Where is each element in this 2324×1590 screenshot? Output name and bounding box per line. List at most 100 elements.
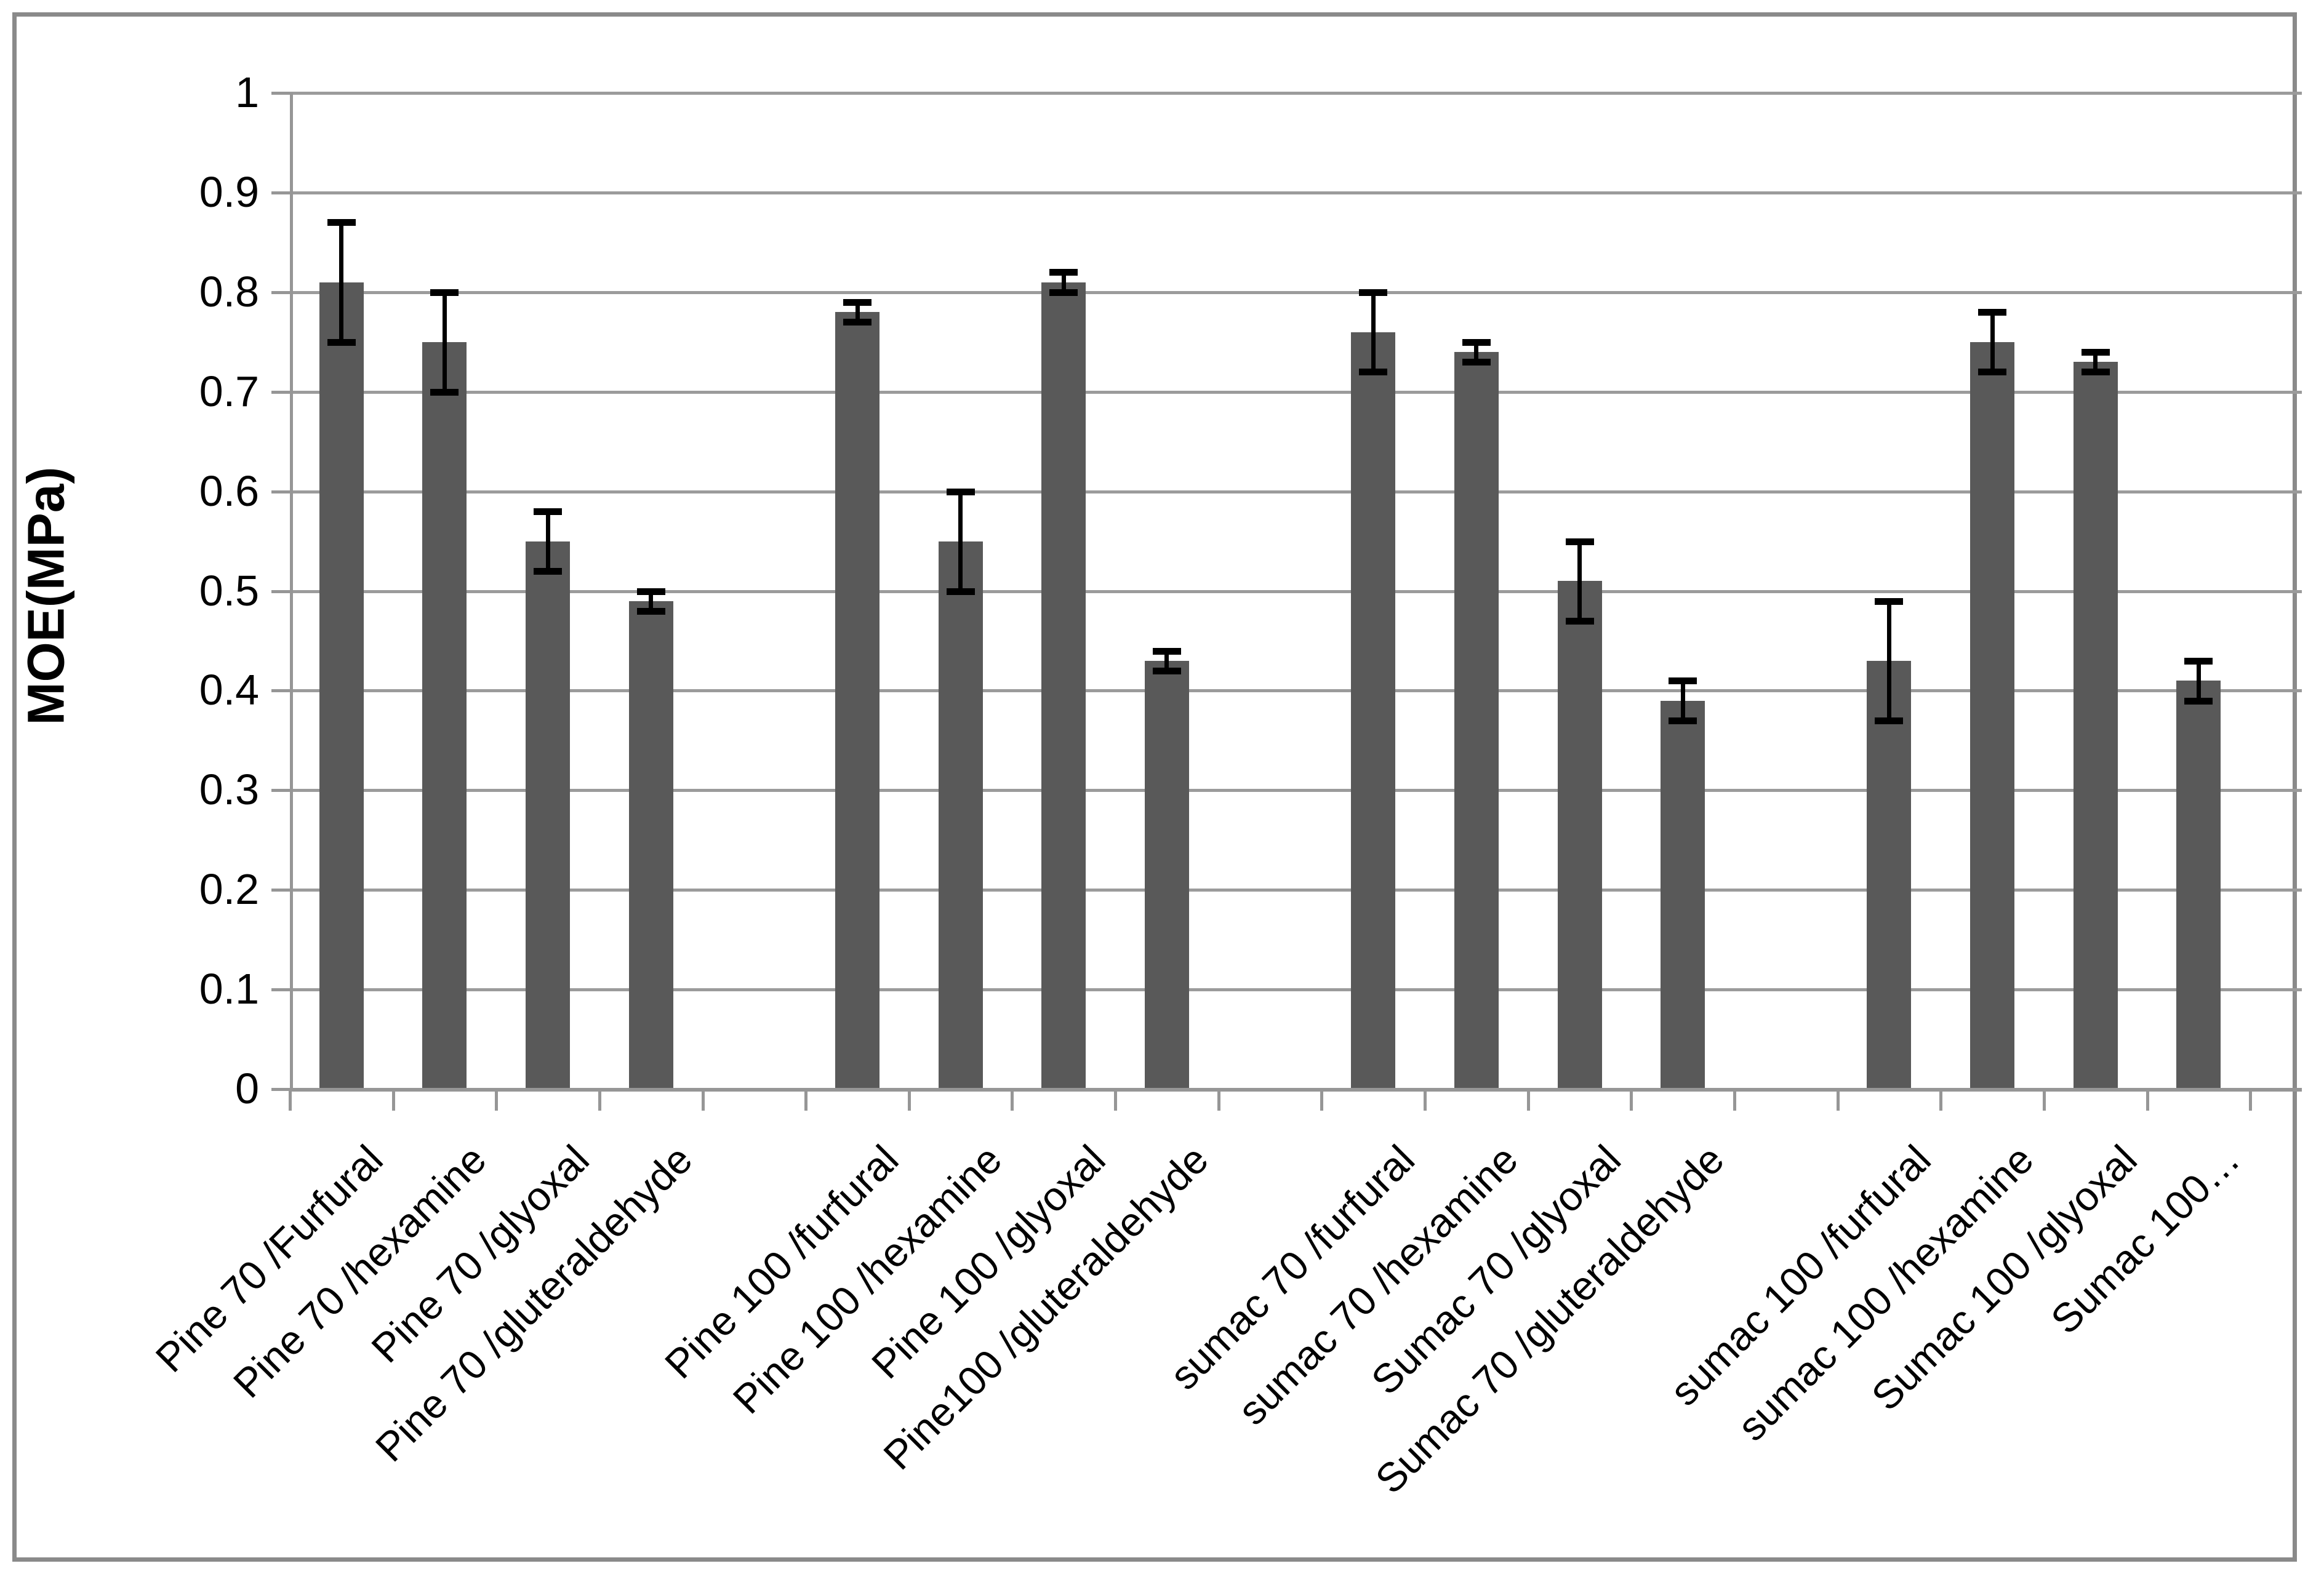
error-bar-cap-bottom <box>946 588 975 595</box>
error-bar-whisker <box>1371 292 1376 372</box>
y-tick-label: 0.9 <box>199 167 259 216</box>
y-tick-label: 1 <box>235 68 259 116</box>
bar <box>1454 351 1499 1089</box>
x-tick-mark <box>1836 1091 1840 1111</box>
x-tick-mark <box>1424 1091 1427 1111</box>
error-bar-cap-bottom <box>327 338 356 346</box>
x-tick-mark <box>2249 1091 2253 1111</box>
error-bar-whisker <box>1061 272 1066 292</box>
bar <box>526 541 571 1089</box>
y-tick-label: 0.8 <box>199 267 259 316</box>
gridline <box>290 889 2302 892</box>
bar <box>1867 660 1912 1089</box>
x-tick-mark <box>1939 1091 1943 1111</box>
x-tick-mark <box>1526 1091 1530 1111</box>
error-bar-cap-bottom <box>534 568 563 575</box>
y-tick-label: 0.5 <box>199 566 259 615</box>
x-tick-mark <box>1114 1091 1118 1111</box>
error-bar-whisker <box>1164 650 1169 671</box>
y-tick-mark <box>271 390 290 394</box>
gridline <box>290 589 2302 593</box>
x-tick-mark <box>1217 1091 1220 1111</box>
error-bar-cap-top <box>946 488 975 495</box>
x-tick-mark <box>598 1091 601 1111</box>
bar <box>938 541 983 1089</box>
gridline <box>290 92 2302 95</box>
y-axis-line <box>290 93 293 1089</box>
error-bar-cap-top <box>1359 289 1388 296</box>
error-bar-cap-top <box>1462 338 1491 346</box>
error-bar-cap-top <box>1978 309 2007 316</box>
gridline <box>290 789 2302 793</box>
y-tick-label: 0.4 <box>199 666 259 714</box>
error-bar-cap-top <box>2184 657 2213 665</box>
error-bar-whisker <box>2196 660 2201 701</box>
error-bar-cap-top <box>430 289 459 296</box>
error-bar-cap-bottom <box>2184 697 2213 705</box>
error-bar-whisker <box>1577 541 1582 621</box>
x-tick-mark <box>2042 1091 2046 1111</box>
error-bar-cap-top <box>1875 597 1904 605</box>
y-tick-mark <box>271 589 290 593</box>
y-tick-mark <box>271 290 290 294</box>
y-tick-label: 0 <box>235 1065 259 1113</box>
bar <box>1661 700 1705 1089</box>
error-bar-whisker <box>1990 312 1995 372</box>
bar <box>1970 342 2015 1089</box>
error-bar-cap-bottom <box>1152 668 1181 675</box>
y-tick-mark <box>271 689 290 693</box>
bar <box>2176 681 2221 1089</box>
error-bar-cap-top <box>1565 538 1594 545</box>
y-tick-mark <box>271 490 290 493</box>
gridline <box>290 490 2302 493</box>
error-bar-cap-top <box>2081 348 2110 356</box>
y-tick-mark <box>271 889 290 892</box>
error-bar-cap-top <box>843 298 872 306</box>
error-bar-cap-bottom <box>430 388 459 396</box>
bar <box>1144 660 1189 1089</box>
error-bar-cap-bottom <box>1565 618 1594 625</box>
error-bar-cap-bottom <box>1875 717 1904 724</box>
y-tick-label: 0.2 <box>199 865 259 914</box>
y-tick-label: 0.7 <box>199 367 259 415</box>
error-bar-cap-bottom <box>1978 369 2007 376</box>
x-tick-mark <box>495 1091 499 1111</box>
bar <box>1351 332 1396 1089</box>
y-tick-label: 0.1 <box>199 965 259 1013</box>
error-bar-whisker <box>649 591 654 611</box>
error-bar-cap-bottom <box>843 319 872 326</box>
y-tick-label: 0.6 <box>199 466 259 515</box>
error-bar-whisker <box>339 222 344 342</box>
bar <box>422 342 467 1089</box>
gridline <box>290 390 2302 394</box>
bar <box>319 282 364 1089</box>
x-tick-mark <box>804 1091 808 1111</box>
x-tick-mark <box>701 1091 705 1111</box>
gridline <box>290 191 2302 194</box>
x-tick-mark <box>1733 1091 1736 1111</box>
x-tick-mark <box>289 1091 292 1111</box>
error-bar-cap-top <box>534 508 563 515</box>
error-bar-cap-bottom <box>1462 359 1491 366</box>
bar <box>1041 282 1086 1089</box>
error-bar-cap-bottom <box>1669 717 1697 724</box>
y-tick-label: 0.3 <box>199 765 259 814</box>
x-tick-mark <box>907 1091 911 1111</box>
error-bar-cap-top <box>327 219 356 226</box>
x-axis-line <box>290 1088 2302 1092</box>
error-bar-whisker <box>855 302 860 322</box>
y-axis-title: MOE(MPa) <box>17 466 75 725</box>
error-bar-cap-bottom <box>1049 289 1078 296</box>
error-bar-whisker <box>2093 351 2098 372</box>
error-bar-cap-top <box>1669 677 1697 685</box>
bar <box>835 312 880 1089</box>
error-bar-whisker <box>1886 601 1891 721</box>
error-bar-whisker <box>1680 681 1685 721</box>
error-bar-cap-bottom <box>1359 369 1388 376</box>
error-bar-whisker <box>545 511 550 572</box>
x-tick-mark <box>391 1091 395 1111</box>
x-tick-mark <box>1630 1091 1633 1111</box>
error-bar-cap-top <box>1152 647 1181 655</box>
x-tick-mark <box>2146 1091 2149 1111</box>
x-tick-mark <box>1320 1091 1324 1111</box>
